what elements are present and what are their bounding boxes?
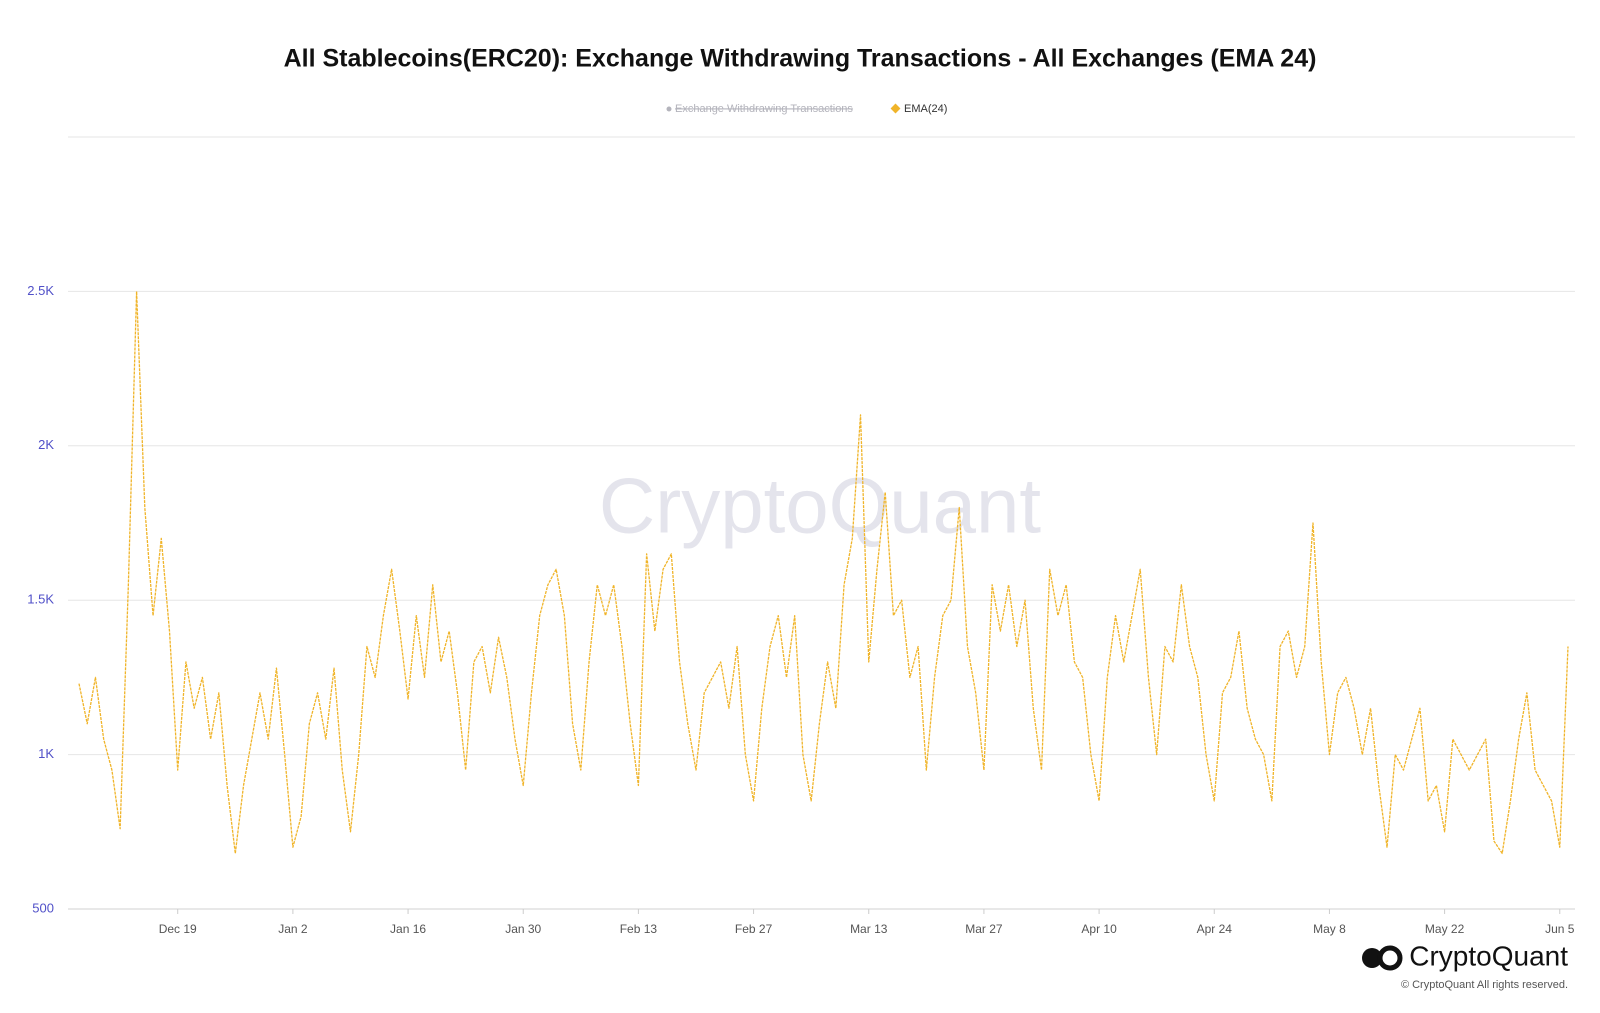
x-tick-label: Jan 2	[278, 922, 308, 936]
logo	[1362, 945, 1403, 971]
x-tick-label: Dec 19	[159, 922, 197, 936]
y-tick-label: 1K	[38, 746, 54, 761]
y-tick-label: 2.5K	[27, 283, 54, 298]
x-tick-label: Jun 5	[1545, 922, 1575, 936]
logo-mark	[1362, 948, 1382, 968]
brand: CryptoQuant	[1409, 940, 1568, 971]
legend-marker	[666, 106, 672, 112]
logo-mark	[1377, 945, 1403, 971]
x-tick-label: Apr 24	[1197, 922, 1233, 936]
x-tick-label: Jan 30	[505, 922, 541, 936]
x-tick-label: May 22	[1425, 922, 1465, 936]
y-tick-label: 1.5K	[27, 592, 54, 607]
legend-marker	[890, 103, 901, 114]
y-tick-label: 2K	[38, 437, 54, 452]
legend-label: Exchange Withdrawing Transactions	[675, 103, 853, 115]
x-tick-label: Jan 16	[390, 922, 426, 936]
legend-label: EMA(24)	[904, 103, 947, 115]
x-tick-label: May 8	[1313, 922, 1346, 936]
chart-title: All Stablecoins(ERC20): Exchange Withdra…	[284, 45, 1317, 73]
x-tick-label: Mar 13	[850, 922, 888, 936]
line-series	[78, 290, 1569, 855]
x-tick-label: Mar 27	[965, 922, 1003, 936]
x-tick-label: Feb 27	[735, 922, 773, 936]
y-tick-label: 500	[32, 900, 54, 915]
x-tick-label: Apr 10	[1081, 922, 1117, 936]
x-tick-label: Feb 13	[620, 922, 658, 936]
watermark: CryptoQuant	[599, 462, 1042, 550]
copyright: © CryptoQuant All rights reserved.	[1401, 979, 1568, 991]
